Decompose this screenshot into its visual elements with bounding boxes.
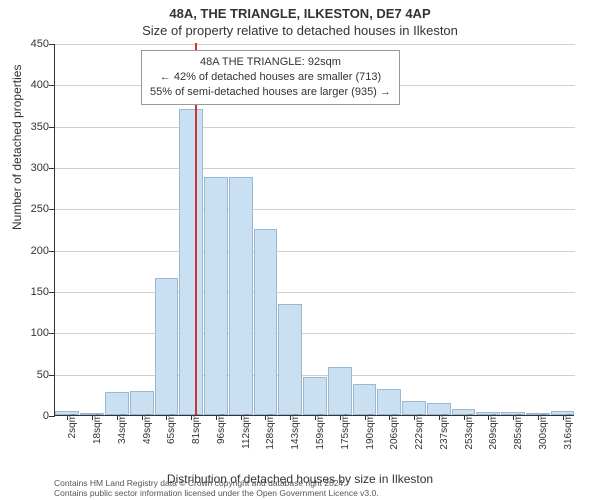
y-tick-label: 450 [21,38,49,50]
y-tick-label: 400 [21,79,49,91]
x-tick-label: 175sqm [340,414,351,450]
y-tick-label: 50 [21,369,49,381]
x-tick-label: 81sqm [191,414,202,444]
chart-header: 48A, THE TRIANGLE, ILKESTON, DE7 4AP Siz… [0,0,600,38]
chart-title: 48A, THE TRIANGLE, ILKESTON, DE7 4AP [0,6,600,21]
histogram-bar [303,377,327,415]
histogram-bar [179,109,203,415]
histogram-bar [105,392,129,415]
chart-area: 050100150200250300350400450 48A THE TRIA… [54,44,574,416]
histogram-bar [229,177,253,415]
x-tick-label: 96sqm [216,414,227,444]
y-tick-label: 0 [21,410,49,422]
callout-line-1: 48A THE TRIANGLE: 92sqm [150,55,391,70]
histogram-bar [353,384,377,415]
chart-subtitle: Size of property relative to detached ho… [0,23,600,38]
y-tick [49,416,55,417]
callout-line-3: 55% of semi-detached houses are larger (… [150,85,391,100]
x-tick-label: 269sqm [488,414,499,450]
plot-area: 050100150200250300350400450 48A THE TRIA… [54,44,574,416]
footer-attribution: Contains HM Land Registry data © Crown c… [54,478,379,498]
x-tick-label: 143sqm [290,414,301,450]
x-tick-label: 112sqm [241,414,252,449]
x-tick-label: 49sqm [142,414,153,444]
y-tick-label: 150 [21,286,49,298]
x-tick-label: 300sqm [538,414,549,450]
callout-line-2: ← 42% of detached houses are smaller (71… [150,70,391,85]
histogram-bar [377,389,401,415]
y-tick-label: 350 [21,121,49,133]
x-tick-label: 253sqm [464,414,475,450]
x-tick-label: 222sqm [414,414,425,450]
x-tick-label: 128sqm [265,414,276,450]
histogram-bar [402,401,426,415]
y-tick-label: 250 [21,203,49,215]
histogram-bar [254,229,278,415]
footer-line-2: Contains public sector information licen… [54,488,379,498]
y-tick-label: 200 [21,245,49,257]
histogram-bar [204,177,228,415]
x-tick-label: 159sqm [315,414,326,450]
x-tick-label: 285sqm [513,414,524,450]
x-tick-label: 18sqm [92,414,103,444]
footer-line-1: Contains HM Land Registry data © Crown c… [54,478,379,488]
x-tick-label: 34sqm [117,414,128,444]
histogram-bar [278,304,302,415]
x-tick-label: 190sqm [365,414,376,450]
x-tick-label: 2sqm [67,414,78,438]
x-tick-label: 206sqm [389,414,400,450]
histogram-bar [155,278,179,415]
y-tick-label: 300 [21,162,49,174]
x-tick-label: 316sqm [563,414,574,450]
x-tick-label: 237sqm [439,414,450,450]
histogram-bar [130,391,154,415]
histogram-bar [328,367,352,415]
y-tick-label: 100 [21,327,49,339]
x-tick-label: 65sqm [166,414,177,444]
callout-box: 48A THE TRIANGLE: 92sqm ← 42% of detache… [141,50,400,105]
